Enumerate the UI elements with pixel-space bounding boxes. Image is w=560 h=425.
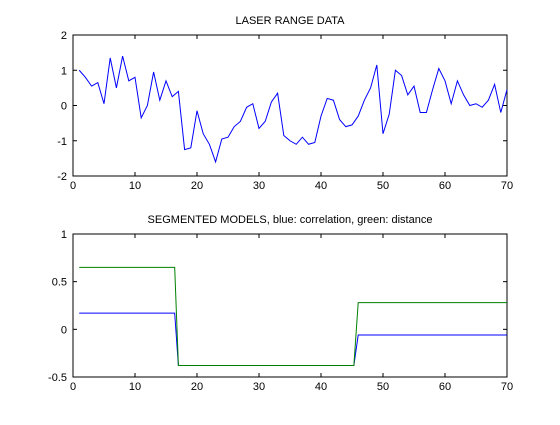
x-tick-label: 30 — [253, 180, 265, 192]
top-panel: LASER RANGE DATA 0 10 20 30 40 50 60 70 -2 -1 0 1 2 — [57, 15, 513, 192]
x-tick-label: 50 — [377, 180, 389, 192]
chart-title: LASER RANGE DATA — [235, 15, 345, 27]
axes-box — [72, 34, 508, 177]
x-tick-label: 10 — [129, 180, 141, 192]
axes-box — [72, 233, 508, 378]
y-tick-label: -2 — [57, 171, 67, 183]
distance-series-line — [79, 266, 507, 367]
x-tick-label: 20 — [191, 381, 203, 393]
y-tick-label: 1 — [61, 229, 67, 241]
x-tick-label: 40 — [315, 180, 327, 192]
x-tick-label: 60 — [439, 180, 451, 192]
x-tick-label: 0 — [70, 180, 76, 192]
series-line — [78, 56, 508, 164]
y-tick-label: -1 — [57, 136, 67, 148]
y-tick-label: 1 — [61, 65, 67, 77]
x-tick-label: 70 — [501, 180, 513, 192]
x-tick-label: 50 — [377, 381, 389, 393]
x-tick-label: 30 — [253, 381, 265, 393]
bottom-panel: SEGMENTED MODELS, blue: correlation, gre… — [48, 214, 513, 393]
y-tick-label: 2 — [61, 30, 67, 42]
x-tick-label: 70 — [501, 381, 513, 393]
x-tick-label: 60 — [439, 381, 451, 393]
y-tick-label: 0.5 — [52, 277, 67, 289]
y-tick-label: -0.5 — [48, 372, 67, 384]
y-tick-label: 0 — [61, 324, 67, 336]
x-tick-label: 10 — [129, 381, 141, 393]
y-tick-label: 0 — [61, 101, 67, 113]
x-tick-label: 0 — [70, 381, 76, 393]
chart-title: SEGMENTED MODELS, blue: correlation, gre… — [148, 214, 433, 226]
x-tick-label: 40 — [315, 381, 327, 393]
x-tick-label: 20 — [191, 180, 203, 192]
